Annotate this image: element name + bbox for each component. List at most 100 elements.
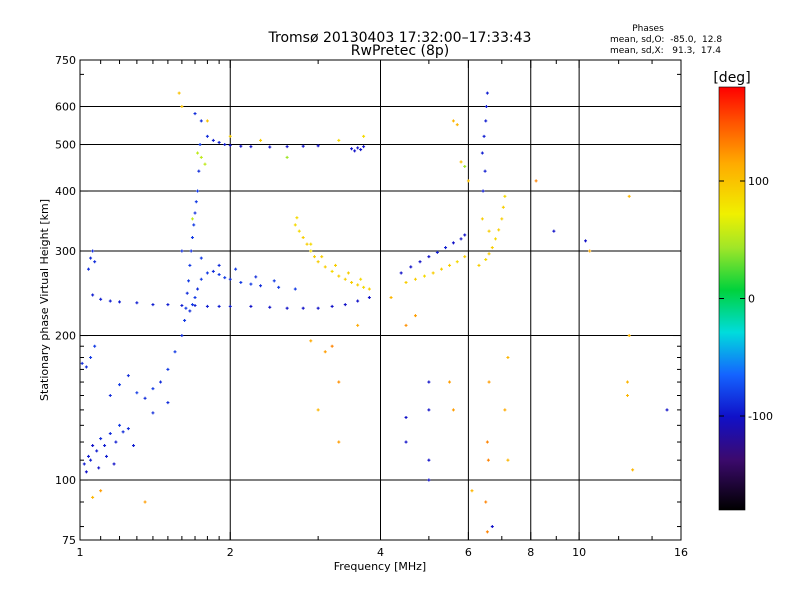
y-tick-label: 200 <box>55 330 76 343</box>
data-point <box>484 105 488 109</box>
data-point <box>480 217 484 221</box>
data-point <box>183 318 187 322</box>
data-point <box>268 145 272 149</box>
data-point <box>249 282 253 286</box>
data-point <box>455 260 459 264</box>
data-point <box>337 380 341 384</box>
data-point <box>337 138 341 142</box>
data-point <box>223 143 227 147</box>
data-point <box>501 205 505 209</box>
data-point <box>180 105 184 109</box>
data-point <box>477 263 481 267</box>
data-point <box>254 275 258 279</box>
data-point <box>108 432 112 436</box>
data-point <box>367 287 371 291</box>
data-point <box>451 119 455 123</box>
data-point <box>534 179 538 183</box>
data-point <box>418 260 422 264</box>
data-point <box>309 339 313 343</box>
data-point <box>506 458 510 462</box>
data-point <box>295 216 299 220</box>
data-point <box>356 146 360 150</box>
data-point <box>126 427 130 431</box>
data-point <box>485 91 489 95</box>
x-tick-label: 8 <box>527 546 534 559</box>
data-point <box>180 334 184 338</box>
data-point <box>197 169 201 173</box>
data-point <box>205 134 209 138</box>
chart-subtitle: RwPretec (8p) <box>351 43 449 59</box>
data-point <box>193 112 197 116</box>
data-point <box>435 250 439 254</box>
data-point <box>431 271 435 275</box>
data-point <box>330 269 334 273</box>
data-point <box>627 194 631 198</box>
data-point <box>448 380 452 384</box>
data-point <box>135 301 139 305</box>
data-point <box>293 223 297 227</box>
data-point <box>483 169 487 173</box>
data-point <box>132 444 136 448</box>
data-point <box>625 380 629 384</box>
data-point <box>404 440 408 444</box>
data-point <box>484 119 488 123</box>
x-tick-label: 6 <box>465 546 472 559</box>
data-point <box>217 304 221 308</box>
data-point <box>199 155 203 159</box>
data-point <box>190 217 194 221</box>
data-point <box>93 260 97 264</box>
data-point <box>494 237 498 241</box>
data-point <box>84 470 88 474</box>
data-point <box>463 255 467 259</box>
data-point <box>89 458 93 462</box>
y-tick-label: 750 <box>55 54 76 67</box>
data-point <box>194 200 198 204</box>
data-point <box>309 242 313 246</box>
data-point <box>500 217 504 221</box>
data-point <box>187 279 191 283</box>
data-point <box>193 296 197 300</box>
data-point <box>413 314 417 318</box>
data-point <box>463 233 467 237</box>
data-point <box>108 394 112 398</box>
data-point <box>84 365 88 369</box>
y-tick-labels: 75 100 200 300 400 500 600 750 <box>55 54 76 547</box>
data-point <box>95 449 99 453</box>
colorbar-label: [deg] <box>713 70 750 86</box>
data-point <box>228 304 232 308</box>
data-point <box>389 296 393 300</box>
data-point <box>309 249 313 253</box>
data-point <box>552 229 556 233</box>
data-point <box>413 277 417 281</box>
data-point <box>404 323 408 327</box>
data-point <box>151 303 155 307</box>
data-point <box>199 256 203 260</box>
data-point <box>223 276 227 280</box>
stats-line-o: mean, sd,O: -85.0, 12.8 <box>610 35 722 45</box>
data-point <box>482 134 486 138</box>
data-point <box>188 309 192 313</box>
data-point <box>588 249 592 253</box>
data-point <box>114 440 118 444</box>
data-point <box>203 162 207 166</box>
data-point <box>470 489 474 493</box>
data-point <box>205 119 209 123</box>
data-point <box>184 306 188 310</box>
data-point <box>80 361 84 365</box>
data-point <box>362 285 366 289</box>
data-point <box>285 306 289 310</box>
data-point <box>285 155 289 159</box>
data-point <box>99 437 103 441</box>
data-point <box>301 306 305 310</box>
data-point <box>427 458 431 462</box>
data-point <box>451 241 455 245</box>
x-tick-labels: 1 2 4 6 8 10 16 <box>77 546 689 559</box>
data-point <box>199 119 203 123</box>
x-tick-label: 16 <box>674 546 688 559</box>
data-point <box>228 143 232 147</box>
data-point <box>112 462 116 466</box>
data-point <box>87 454 91 458</box>
data-point <box>211 269 215 273</box>
data-point <box>625 394 629 398</box>
data-point <box>193 211 197 215</box>
